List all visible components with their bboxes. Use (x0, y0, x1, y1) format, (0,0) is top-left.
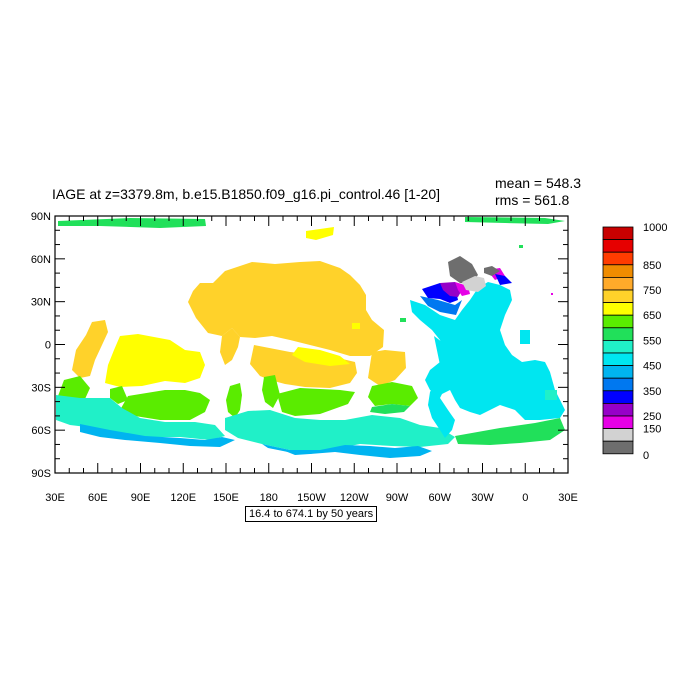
colorbar-box (602, 239, 634, 253)
field-patch-magenta (551, 293, 553, 295)
colorbar-label: 0 (643, 450, 649, 462)
x-tick-label: 120W (340, 492, 369, 504)
field-region-aqua (225, 410, 455, 452)
field-region-yellow (105, 334, 205, 387)
colorbar-box (602, 390, 634, 404)
field-region-orange (188, 261, 384, 356)
colorbar-label: 450 (643, 361, 661, 373)
colorbar-box (602, 428, 634, 442)
colorbar-box (602, 365, 634, 379)
y-tick-label: 30N (31, 297, 51, 309)
field-region-orange (250, 345, 357, 388)
colorbar-box (602, 327, 634, 341)
x-tick-label: 150E (213, 492, 239, 504)
colorbar-box (602, 339, 634, 354)
mean-value: mean = 548.3 (495, 175, 582, 191)
field-region-orange (72, 320, 108, 378)
field-region-orange (368, 350, 406, 386)
x-tick-label: 150W (297, 492, 326, 504)
x-tick-label: 90E (131, 492, 151, 504)
field-region-green (277, 388, 355, 416)
field-region-green (368, 382, 418, 406)
x-tick-label: 60E (88, 492, 108, 504)
field-region-deepblue (495, 274, 512, 285)
field-region-seagreen (455, 418, 565, 445)
colorbar-label: 550 (643, 335, 661, 347)
colorbar-label: 250 (643, 411, 661, 423)
colorbar-label: 350 (643, 386, 661, 398)
x-tick-label: 180 (260, 492, 278, 504)
field-region-cyan (428, 336, 455, 438)
plot-title: IAGE at z=3379.8m, b.e15.B1850.f09_g16.p… (52, 186, 440, 202)
field-region-seagreen (370, 404, 410, 414)
x-tick-label: 30E (558, 492, 578, 504)
x-tick-label: 60W (428, 492, 451, 504)
colorbar-label: 750 (643, 285, 661, 297)
colorbar-label: 150 (643, 424, 661, 436)
colorbar-box (602, 226, 634, 241)
colorbar-box (602, 402, 634, 417)
x-tick-label: 0 (522, 492, 528, 504)
field-region-green (120, 390, 210, 420)
field-region-yellow (292, 347, 350, 366)
field-region-green (58, 376, 90, 402)
field-region-lightgray (462, 276, 486, 292)
field-region-green (226, 383, 242, 418)
x-tick-label: 120E (170, 492, 196, 504)
x-tick-label: 30W (471, 492, 494, 504)
colorbar-box (602, 302, 634, 316)
y-tick-label: 90N (31, 211, 51, 223)
field-region-aqua (56, 395, 225, 440)
colorbar-box (602, 276, 634, 291)
x-tick-label: 90W (386, 492, 409, 504)
field-region-blue (420, 296, 462, 315)
ocean-age-field (56, 217, 565, 458)
field-region-green (110, 386, 128, 404)
colorbar-box (602, 415, 634, 430)
y-tick-label: 30S (31, 382, 51, 394)
field-region-seagreen (58, 218, 206, 228)
colorbar-label: 1000 (643, 222, 667, 234)
field-region-cyan (455, 340, 498, 395)
field-patch-aqua (58, 404, 66, 414)
rms-value: rms = 561.8 (495, 192, 570, 208)
field-region-darkgray (448, 256, 478, 284)
axis-ticks: 90N 60N 30N 0 30S 60S 90S 30E 60E 90E 120E 150E 180 1… (31, 211, 578, 504)
colorbar-box (602, 377, 634, 392)
y-tick-label: 60N (31, 254, 51, 266)
field-region-orange (220, 328, 240, 365)
y-tick-label: 60S (31, 425, 51, 437)
colorbar-box (602, 251, 634, 266)
y-tick-label: 90S (31, 468, 51, 480)
field-patch-cyan (520, 330, 530, 344)
colorbar-label: 650 (643, 310, 661, 322)
colorbar-box (602, 264, 634, 278)
field-patch-yellow (352, 323, 360, 329)
field-region-green (262, 375, 280, 408)
x-tick-label: 30E (45, 492, 65, 504)
field-patch-seagreen (519, 245, 523, 248)
colorbar-label: 850 (643, 260, 661, 272)
field-region-lightblue (80, 424, 235, 447)
field-patch-aqua (545, 390, 557, 400)
field-region-yellow (306, 227, 334, 240)
field-region-lightblue (262, 444, 432, 458)
colorbar-box (602, 352, 634, 367)
field-region-lightblue (285, 451, 320, 455)
colorbar-box (602, 440, 634, 455)
field-patch-seagreen (400, 318, 406, 322)
colorbar-box (602, 314, 634, 329)
field-region-seagreen (465, 217, 565, 224)
colorbar-box (602, 289, 634, 304)
contour-range-label: 16.4 to 674.1 by 50 years (245, 506, 378, 522)
y-tick-label: 0 (45, 340, 51, 352)
field-region-darkgray (484, 266, 500, 276)
